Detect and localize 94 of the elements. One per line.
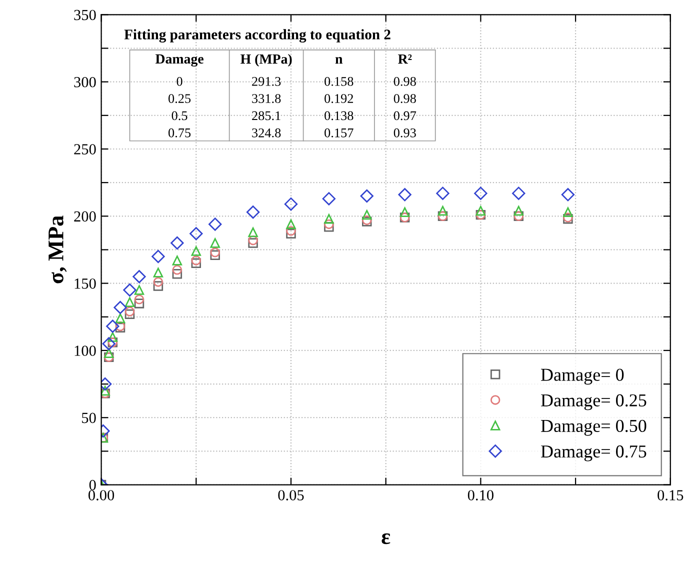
point bbox=[248, 238, 258, 248]
point bbox=[362, 210, 372, 220]
y-tick-label: 0 bbox=[89, 480, 96, 490]
point bbox=[102, 337, 116, 350]
point bbox=[153, 268, 164, 278]
point bbox=[172, 256, 182, 266]
point bbox=[284, 197, 298, 211]
point bbox=[190, 227, 203, 240]
y-tick-label: 50 bbox=[82, 412, 96, 424]
point bbox=[512, 186, 526, 200]
y-tick-label: 350 bbox=[74, 10, 96, 20]
annotation: 0.138 bbox=[324, 111, 354, 120]
point bbox=[248, 235, 258, 246]
point bbox=[561, 188, 575, 202]
legend-label: Damage= 0.25 bbox=[540, 394, 646, 410]
annotation: 0.158 bbox=[324, 76, 354, 86]
point bbox=[246, 206, 260, 219]
point bbox=[134, 294, 144, 304]
point bbox=[153, 281, 164, 291]
annotation: 0.75 bbox=[168, 128, 191, 138]
annotation: H (MPa) bbox=[240, 54, 292, 67]
point bbox=[106, 320, 120, 333]
point bbox=[170, 236, 184, 250]
annotation: 324.8 bbox=[252, 128, 281, 138]
point bbox=[124, 309, 135, 320]
annotation: n bbox=[335, 57, 343, 64]
annotation: Damage bbox=[155, 54, 204, 67]
point bbox=[153, 277, 164, 287]
point bbox=[124, 297, 135, 307]
legend-label: Damage= 0 bbox=[540, 368, 624, 385]
legend-label: Damage= 0.50 bbox=[540, 420, 646, 436]
point bbox=[286, 228, 296, 238]
point bbox=[476, 206, 486, 216]
point bbox=[210, 248, 220, 258]
y-tick-label: 200 bbox=[74, 211, 96, 222]
point bbox=[115, 313, 126, 324]
annotation: 0.192 bbox=[324, 94, 354, 104]
point bbox=[563, 207, 573, 217]
point bbox=[208, 218, 222, 231]
y-tick-label: 250 bbox=[74, 144, 96, 154]
point bbox=[124, 306, 135, 316]
point bbox=[172, 265, 182, 275]
annotation: 0.98 bbox=[394, 76, 416, 86]
point bbox=[286, 219, 296, 230]
x-axis-title: ε bbox=[382, 533, 390, 544]
point bbox=[191, 258, 201, 268]
point bbox=[191, 256, 201, 266]
annotation: 0.5 bbox=[172, 111, 188, 120]
point bbox=[114, 300, 127, 314]
annotation: Fitting parameters according to equation 2 bbox=[124, 29, 390, 43]
point bbox=[474, 186, 488, 200]
legend-label: Damage= 0.75 bbox=[540, 445, 646, 462]
y-tick-label: 300 bbox=[74, 76, 96, 88]
x-tick-label: 0.00 bbox=[88, 490, 114, 500]
point bbox=[324, 222, 334, 232]
point bbox=[210, 238, 220, 248]
annotation: 285.1 bbox=[252, 111, 280, 120]
point bbox=[104, 348, 114, 358]
y-tick-label: 150 bbox=[74, 278, 96, 289]
annotation: 0.25 bbox=[168, 94, 191, 104]
point bbox=[360, 189, 374, 203]
point bbox=[514, 206, 524, 216]
point bbox=[322, 192, 336, 206]
annotation: 0.93 bbox=[394, 128, 416, 138]
annotation: 0.98 bbox=[394, 94, 416, 104]
annotation: 0 bbox=[176, 76, 182, 86]
point bbox=[191, 246, 201, 256]
point bbox=[400, 207, 410, 217]
point bbox=[132, 270, 146, 284]
point bbox=[436, 186, 450, 200]
annotation: R² bbox=[398, 54, 412, 64]
annotation: 0.157 bbox=[324, 128, 354, 138]
annotation: 291.3 bbox=[252, 76, 281, 86]
point bbox=[123, 283, 136, 297]
x-tick-label: 0.05 bbox=[278, 490, 304, 500]
point bbox=[172, 269, 182, 279]
x-tick-label: 0.15 bbox=[658, 490, 684, 500]
point bbox=[210, 250, 220, 260]
point bbox=[152, 250, 165, 264]
point bbox=[248, 227, 258, 238]
point bbox=[324, 214, 334, 224]
x-tick-label: 0.10 bbox=[468, 490, 494, 500]
point bbox=[134, 285, 144, 295]
y-tick-label: 100 bbox=[74, 346, 96, 356]
y-axis-title: σ, MPa bbox=[48, 216, 67, 284]
point bbox=[438, 206, 448, 216]
point bbox=[101, 386, 110, 396]
annotation: 331.8 bbox=[252, 94, 281, 104]
annotation: 0.97 bbox=[394, 111, 416, 120]
point bbox=[286, 226, 296, 236]
point bbox=[134, 298, 144, 308]
point bbox=[324, 219, 334, 230]
point bbox=[108, 332, 118, 342]
point bbox=[398, 188, 412, 202]
